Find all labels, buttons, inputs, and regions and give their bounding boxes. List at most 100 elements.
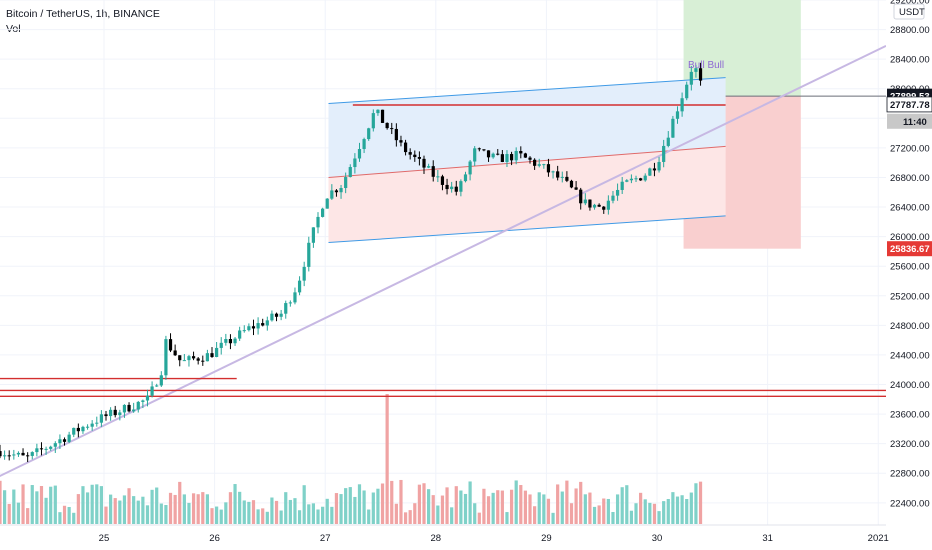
candle-body xyxy=(639,178,643,181)
candle-body xyxy=(468,161,472,175)
candle xyxy=(182,353,186,362)
price-tag-label: 27787.78 xyxy=(890,100,930,111)
candle xyxy=(491,152,495,159)
candle-body xyxy=(537,164,541,166)
volume-bar xyxy=(546,498,551,524)
volume-bar xyxy=(201,492,205,524)
volume-bar xyxy=(463,493,468,524)
candle xyxy=(634,175,638,183)
candle-body xyxy=(270,313,274,321)
candle xyxy=(394,123,398,147)
volume-bar xyxy=(353,496,357,524)
volume-bar xyxy=(104,506,108,524)
candle xyxy=(698,62,703,86)
candle xyxy=(205,349,210,362)
candle-body xyxy=(219,342,223,348)
candle xyxy=(551,170,555,179)
candle xyxy=(496,149,500,156)
volume-bar xyxy=(334,493,339,524)
candle-body xyxy=(560,176,564,178)
candle xyxy=(196,357,200,365)
candle-body xyxy=(694,68,698,72)
candle xyxy=(339,184,343,199)
candle-body xyxy=(95,422,99,424)
ascending-trendline xyxy=(0,44,887,478)
candle xyxy=(35,443,39,457)
candle xyxy=(201,355,205,366)
candle-body xyxy=(625,180,629,182)
candle xyxy=(256,317,260,335)
candle xyxy=(509,151,514,166)
candle-body xyxy=(500,154,504,162)
volume-bar xyxy=(698,481,703,524)
candle-body xyxy=(182,360,186,362)
candle-body xyxy=(634,178,638,180)
candle-body xyxy=(505,154,509,162)
candle-body xyxy=(394,128,398,141)
candle xyxy=(482,149,486,152)
candle xyxy=(7,450,11,461)
candle xyxy=(427,163,431,169)
candle xyxy=(39,442,44,456)
candle xyxy=(463,171,468,183)
volume-bar xyxy=(205,494,210,524)
candle xyxy=(560,171,564,183)
candle xyxy=(215,341,219,358)
volume-bar xyxy=(491,492,495,524)
volume-bar xyxy=(689,492,693,524)
volume-bar xyxy=(505,512,509,524)
candle xyxy=(49,445,53,451)
candle xyxy=(413,150,417,162)
volume-bar xyxy=(662,501,666,524)
volume-bar xyxy=(215,506,219,524)
volume-bar xyxy=(265,511,269,524)
candle-body xyxy=(689,71,693,85)
candles xyxy=(0,62,703,463)
candle-body xyxy=(431,166,435,177)
candle-body xyxy=(215,347,219,357)
candle-body xyxy=(26,455,30,457)
candle xyxy=(648,167,652,176)
volume-bar xyxy=(403,512,408,524)
volume-bar xyxy=(145,505,150,524)
candle-body xyxy=(551,171,555,173)
candle xyxy=(261,318,265,327)
candle xyxy=(316,212,320,234)
volume-bar xyxy=(422,483,426,524)
candle-body xyxy=(348,167,352,178)
currency-badge[interactable] xyxy=(893,3,925,20)
candle-body xyxy=(288,302,292,304)
candle xyxy=(431,160,435,182)
candle-body xyxy=(565,176,569,181)
price-tag-label: 11:40 xyxy=(903,117,927,128)
candle-body xyxy=(113,409,117,416)
volume-bar xyxy=(648,502,652,524)
candle xyxy=(58,434,62,450)
volume-bar xyxy=(588,492,592,524)
candle-body xyxy=(187,356,191,361)
volume-bar xyxy=(344,488,348,524)
volume-bar xyxy=(297,510,302,524)
candle-body xyxy=(583,199,587,204)
candle xyxy=(178,355,182,367)
candle xyxy=(53,441,57,453)
volume-bar xyxy=(459,490,463,524)
position-zones xyxy=(683,0,886,249)
candle-body xyxy=(685,84,689,99)
candle xyxy=(67,431,71,444)
candle xyxy=(625,179,629,183)
candle xyxy=(26,452,30,463)
candle xyxy=(588,199,592,211)
price-tag-bg xyxy=(887,113,932,129)
candle xyxy=(528,156,532,164)
candle xyxy=(95,416,99,427)
candle xyxy=(657,156,661,173)
candle-body xyxy=(118,412,122,416)
candle-body xyxy=(238,330,242,339)
volume-bar xyxy=(477,512,481,524)
candle xyxy=(293,287,297,305)
candle xyxy=(334,189,339,197)
candle-body xyxy=(21,452,25,456)
candle-body xyxy=(201,360,205,362)
